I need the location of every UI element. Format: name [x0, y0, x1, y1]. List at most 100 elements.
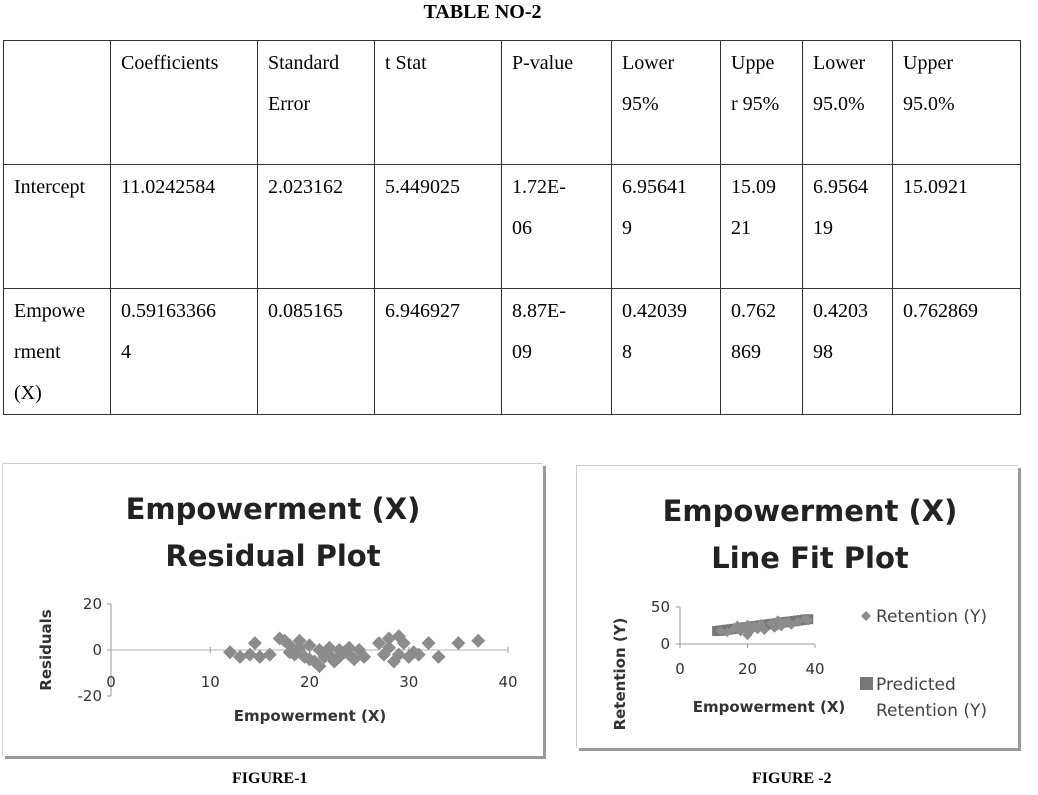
cell-standard-error: 0.085165: [257, 288, 375, 415]
retention-point: [722, 627, 733, 638]
y-tick-label: 50: [651, 598, 670, 616]
chart-title-line: Line Fit Plot: [711, 541, 909, 575]
cell-line: 06: [512, 217, 532, 239]
retention-point: [739, 621, 750, 632]
x-tick-label: 40: [498, 673, 517, 691]
header-cell-upper-95: Uppe r 95%: [720, 40, 803, 165]
cell-t-stat: 5.449025: [374, 164, 502, 289]
residual-point: [247, 636, 262, 651]
y-tick-label: -20: [78, 687, 103, 705]
residual-point: [282, 638, 297, 653]
figure-1-caption: FIGURE-1: [232, 770, 308, 787]
residual-point: [391, 647, 406, 662]
header-cell-upper-95-0: Upper 95.0%: [892, 40, 1021, 165]
residual-point: [371, 636, 386, 651]
residual-point: [302, 638, 317, 653]
residual-point: [223, 645, 238, 660]
residual-point: [292, 640, 307, 655]
residual-point: [357, 649, 372, 664]
header-line: Upper: [903, 52, 953, 74]
header-line: Standard: [268, 52, 340, 74]
cell-line: 0.59163366: [121, 300, 216, 322]
residual-point: [297, 649, 312, 664]
cell-line: 15.09: [731, 176, 776, 198]
retention-point: [803, 615, 814, 626]
x-tick-label: 40: [805, 660, 824, 678]
header-cell-coefficients: Coefficients: [110, 40, 258, 165]
legend-label-predicted-line2: Retention (Y): [876, 701, 987, 721]
header-line: Uppe: [731, 52, 775, 74]
header-cell-t-stat: t Stat: [374, 40, 502, 165]
residual-point: [471, 633, 486, 648]
residual-point: [252, 649, 267, 664]
cell-line: 98: [813, 341, 833, 363]
residual-point: [376, 647, 391, 662]
table-header-row: Coefficients Standard Error t Stat P-valu…: [3, 40, 1021, 165]
cell-line: 4: [121, 341, 131, 363]
residual-point: [287, 647, 302, 662]
cell-line: 09: [512, 341, 532, 363]
cell-line: rment: [14, 341, 61, 363]
residual-point: [302, 652, 317, 667]
header-line: 95.0%: [813, 93, 865, 115]
table-title: TABLE NO-2: [423, 1, 542, 23]
residual-point: [431, 649, 446, 664]
table-row-empowerment: Empowe rment (X) 0.59163366 4 0.085165 6.94…: [3, 288, 1021, 415]
legend-label-predicted: Predicted: [876, 675, 956, 695]
residual-point: [396, 636, 411, 651]
cell-lower-95-0: 6.9564 19: [802, 164, 893, 289]
x-tick-label: 20: [738, 660, 757, 678]
cell-upper-95: 0.762 869: [720, 288, 803, 415]
header-cell-blank: [3, 40, 111, 165]
cell-line: (X): [14, 382, 42, 404]
cell-coefficient: 0.59163366 4: [110, 288, 258, 415]
cell-lower-95-0: 0.4203 98: [802, 288, 893, 415]
residual-point: [233, 649, 248, 664]
header-line: Lower: [622, 52, 675, 74]
cell-line: 6.95641: [622, 176, 687, 198]
line-fit-plot-chart: Empowerment (X) Line Fit Plot Retention …: [611, 494, 987, 731]
residual-point: [411, 647, 426, 662]
y-axis-label: Retention (Y): [611, 618, 629, 731]
table-row-intercept: Intercept 11.0242584 2.023162 5.449025 1…: [3, 164, 1021, 289]
header-cell-p-value: P-value: [501, 40, 612, 165]
x-tick-label: 0: [106, 673, 116, 691]
row-label-intercept: Intercept: [3, 164, 111, 289]
cell-upper-95: 15.09 21: [720, 164, 803, 289]
x-tick-label: 0: [675, 660, 685, 678]
x-tick-label: 30: [399, 673, 418, 691]
header-line: r 95%: [731, 93, 780, 115]
header-cell-lower-95-0: Lower 95.0%: [802, 40, 893, 165]
cell-line: 8.87E-: [512, 300, 566, 322]
cell-line: Empowe: [14, 300, 86, 322]
cell-lower-95: 0.42039 8: [611, 288, 721, 415]
residual-point: [421, 636, 436, 651]
legend-label-retention: Retention (Y): [876, 607, 987, 627]
x-tick-label: 10: [201, 673, 220, 691]
retention-point: [756, 619, 766, 630]
cell-standard-error: 2.023162: [257, 164, 375, 289]
header-line: 95.0%: [903, 93, 955, 115]
legend: Retention (Y) Predicted Retention (Y): [860, 607, 987, 721]
header-line: Lower: [813, 52, 866, 74]
regression-table: Coefficients Standard Error t Stat P-valu…: [3, 40, 1021, 415]
x-axis-label: Empowerment (X): [234, 707, 387, 725]
cell-p-value: 1.72E- 06: [501, 164, 612, 289]
legend-square-marker-icon: [860, 677, 873, 690]
residual-point: [391, 629, 406, 644]
figure-2-caption: FIGURE -2: [752, 770, 832, 787]
header-line: 95%: [622, 93, 659, 115]
cell-line: 8: [622, 341, 632, 363]
cell-coefficient: 11.0242584: [110, 164, 258, 289]
x-tick-label: 20: [300, 673, 319, 691]
chart-title-line: Residual Plot: [165, 539, 380, 573]
cell-p-value: 8.87E- 09: [501, 288, 612, 415]
residual-point: [347, 652, 362, 667]
residual-point: [262, 647, 277, 662]
legend-diamond-marker-icon: [861, 611, 871, 621]
residual-plot-chart: Empowerment (X) Residual Plot Residuals …: [37, 492, 518, 725]
residual-point: [451, 636, 466, 651]
header-cell-lower-95: Lower 95%: [611, 40, 721, 165]
retention-point: [776, 621, 787, 632]
retention-point: [769, 622, 780, 633]
